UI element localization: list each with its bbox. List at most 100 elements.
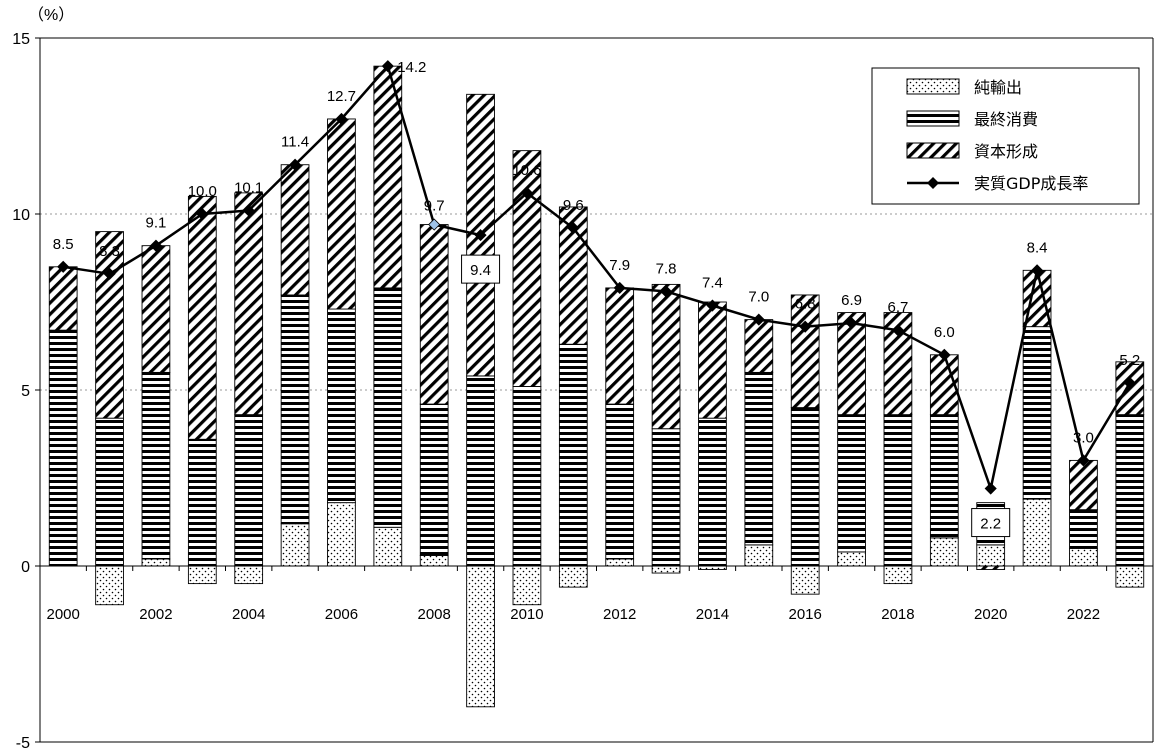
gdp-marker [706, 299, 719, 312]
bars [48, 65, 1145, 708]
bar-segment-dots [837, 551, 866, 567]
bar-segment-dots [141, 558, 171, 567]
bar-segment-diagonal-hatch [605, 287, 635, 405]
data-label: 6.8 [795, 296, 816, 313]
gdp-marker [242, 204, 255, 217]
bar-segment-dots [327, 502, 356, 567]
bar-segment-horizontal-stripes [95, 417, 124, 567]
legend-swatch-final-consumption [906, 110, 960, 127]
data-label: 10.0 [188, 183, 217, 200]
bar-segment-horizontal-stripes [373, 287, 403, 528]
bar-segment-dots [883, 565, 913, 585]
data-label: 5.2 [1119, 352, 1140, 369]
legend-swatch-capital-formation [906, 142, 960, 159]
gdp-marker [57, 260, 70, 273]
data-label-box [461, 254, 501, 284]
bar-segment-dots [1022, 498, 1052, 567]
bar-segment-diagonal-hatch [280, 164, 310, 296]
data-label: 7.0 [748, 289, 769, 306]
bar-segment-dots [280, 523, 310, 567]
x-tick-label: 2002 [139, 606, 172, 623]
gdp-growth-line [63, 64, 1131, 490]
data-label: 6.0 [934, 324, 955, 341]
bar-segment-horizontal-stripes [698, 417, 727, 567]
gdp-marker [1077, 454, 1090, 467]
bar-segment-dots [976, 544, 1006, 567]
bar-segment-horizontal-stripes [466, 375, 495, 567]
data-label: 10.1 [234, 179, 263, 196]
data-label: 7.9 [609, 257, 630, 274]
bar-segment-horizontal-stripes [929, 414, 959, 539]
bar-segment-horizontal-stripes [605, 403, 635, 560]
data-label-box [971, 508, 1011, 538]
gdp-marker [335, 112, 348, 126]
gdp-marker [1030, 264, 1044, 277]
bar-segment-diagonal-hatch [1115, 361, 1145, 416]
bar-segment-diagonal-hatch [744, 319, 774, 373]
y-tick-label: 0 [21, 559, 30, 576]
unit-label: （%） [28, 6, 74, 24]
bar-segment-dots [512, 565, 542, 606]
data-label: 9.6 [563, 197, 584, 214]
data-label: 8.5 [53, 236, 74, 253]
bar-segment-diagonal-hatch [790, 294, 820, 409]
data-label: 8.3 [99, 243, 120, 260]
bar-segment-horizontal-stripes [141, 371, 171, 560]
bar-segment-dots [466, 565, 495, 708]
bar-segment-horizontal-stripes [744, 371, 774, 546]
data-label: 6.9 [841, 292, 862, 309]
bar-segment-horizontal-stripes [651, 428, 681, 567]
data-label: 11.4 [281, 134, 309, 151]
bar-segment-horizontal-stripes [419, 403, 449, 556]
data-label: 7.8 [656, 260, 677, 277]
bar-segment-diagonal-hatch [512, 150, 542, 387]
bar-segment-horizontal-stripes [883, 414, 913, 567]
x-tick-label: 2014 [696, 606, 729, 623]
legend-swatch-net-exports [906, 78, 960, 95]
x-tick-label: 2008 [418, 606, 451, 623]
bar-segment-dots [605, 558, 635, 567]
legend: 純輸出 最終消費 資本形成 実質GDP成長率 [871, 67, 1140, 205]
gdp-marker [891, 324, 905, 337]
bar-segment-diagonal-hatch [651, 283, 681, 430]
axes: -5 0 5 10 15 2000 2002 2004 2006 2008 2010 2012 2014… [12, 31, 1154, 752]
gdp-marker [799, 320, 812, 333]
gdp-marker [474, 229, 487, 242]
y-tick-label: 10 [12, 207, 30, 224]
bar-segment-horizontal-stripes [512, 386, 542, 567]
bar-segment-horizontal-stripes [790, 407, 820, 567]
data-label: 14.2 [397, 59, 426, 76]
gdp-marker [520, 186, 534, 199]
data-label: 8.4 [1027, 239, 1048, 256]
gdp-marker [149, 239, 163, 252]
bar-segment-dots [698, 565, 727, 570]
bar-segment-horizontal-stripes [48, 329, 78, 567]
bar-segment-dots [234, 565, 264, 585]
legend-label-net-exports: 純輸出 [974, 78, 1022, 97]
bar-segment-horizontal-stripes [234, 414, 264, 567]
bar-segment-diagonal-hatch [373, 65, 403, 289]
gdp-marker [381, 60, 394, 73]
data-label: 6.7 [888, 299, 909, 316]
bar-segment-diagonal-hatch [187, 195, 217, 440]
bar-segment-diagonal-hatch [698, 301, 727, 419]
gdp-line [57, 60, 1136, 495]
x-tick-label: 2012 [603, 606, 636, 623]
bar-segment-horizontal-stripes [1115, 414, 1145, 567]
x-tick-label: 2016 [789, 606, 822, 623]
gdp-marker [613, 281, 626, 294]
gdp-marker [1123, 376, 1136, 390]
data-label: 9.4 [470, 262, 491, 279]
bar-segment-diagonal-hatch [327, 118, 356, 310]
gdp-marker [752, 313, 765, 326]
bar-segment-dots [373, 526, 403, 567]
bar-segment-dots [187, 565, 217, 585]
bar-segment-dots [419, 554, 449, 567]
bar-segment-dots [651, 565, 681, 574]
bar-segment-horizontal-stripes [1022, 326, 1052, 500]
data-label: 9.1 [146, 215, 167, 232]
gdp-marker [196, 207, 209, 221]
gdp-marker [845, 317, 858, 330]
data-labels: 8.5 8.3 9.1 10.0 10.1 11.4 12.7 14.2 9.7 9.4 10.6 9… [53, 59, 1140, 538]
